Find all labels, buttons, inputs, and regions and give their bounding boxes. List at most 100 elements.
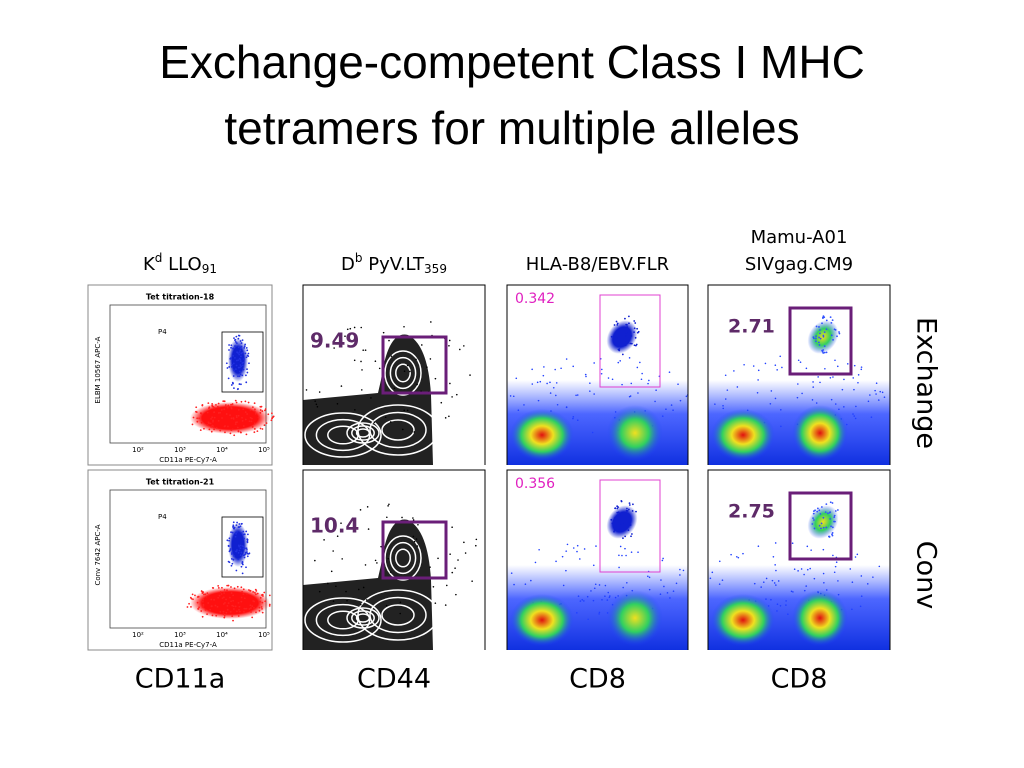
event-dot <box>227 545 230 547</box>
event-dot <box>241 416 243 419</box>
event-dot <box>572 415 575 418</box>
event-dot <box>210 605 213 608</box>
event-dot <box>219 429 222 432</box>
event-dot <box>240 596 243 599</box>
event-dot <box>616 505 619 508</box>
event-dot <box>874 389 876 392</box>
event-dot <box>201 404 204 407</box>
contour <box>381 419 415 441</box>
header-sub: 359 <box>424 262 447 276</box>
event-dot <box>648 588 651 591</box>
event-dot <box>637 330 640 333</box>
event-dot <box>239 373 242 376</box>
event-dot <box>230 403 232 406</box>
row-label: Conv <box>911 541 942 609</box>
event-dot <box>628 333 631 336</box>
event-dot <box>228 550 231 553</box>
event-dot <box>207 422 210 425</box>
contour <box>346 607 380 629</box>
event-dot <box>833 516 836 519</box>
event-dot <box>760 586 762 588</box>
event-dot <box>253 606 255 609</box>
event-dot <box>333 347 335 349</box>
event-dot <box>238 526 241 529</box>
x-tick-label: 10³ <box>174 631 186 639</box>
event-dot <box>781 366 783 369</box>
event-dot <box>812 510 815 513</box>
event-dot <box>237 366 240 369</box>
event-dot <box>232 369 235 372</box>
event-dot <box>353 326 356 329</box>
event-dot <box>429 566 431 568</box>
event-dot <box>530 579 532 582</box>
event-dot <box>225 598 227 601</box>
event-dot <box>374 559 377 562</box>
event-dot <box>210 430 213 433</box>
event-dot <box>203 593 205 596</box>
gate-value: 2.75 <box>728 501 775 523</box>
event-dot <box>515 377 518 380</box>
title-line: tetramers for multiple alleles <box>224 102 799 154</box>
event-dot <box>585 375 587 378</box>
event-dot <box>822 548 825 551</box>
event-dot <box>867 400 870 403</box>
event-dot <box>353 359 356 362</box>
event-dot <box>227 560 230 563</box>
event-dot <box>373 421 376 424</box>
event-dot <box>641 372 643 375</box>
event-dot <box>238 357 241 360</box>
event-dot <box>611 522 614 525</box>
event-dot <box>260 606 263 608</box>
event-dot <box>589 390 591 392</box>
event-dot <box>818 336 820 339</box>
event-dot <box>811 523 814 525</box>
event-dot <box>773 582 776 584</box>
event-dot <box>250 420 253 423</box>
event-dot <box>221 597 224 600</box>
event-dot <box>812 381 814 383</box>
x-axis-label: CD44 <box>357 664 431 695</box>
event-dot <box>241 374 244 377</box>
contour-fill <box>303 519 433 650</box>
event-dot <box>856 553 859 556</box>
event-dot <box>412 535 415 538</box>
population <box>606 320 638 354</box>
event-dot <box>250 611 252 613</box>
contour <box>315 418 371 452</box>
event-dot <box>818 524 821 527</box>
event-dot <box>235 416 238 419</box>
event-dot <box>332 600 335 602</box>
event-dot <box>224 431 226 434</box>
event-dot <box>785 600 787 602</box>
event-dot <box>828 511 831 514</box>
event-dot <box>235 550 238 553</box>
event-dot <box>806 545 809 548</box>
population <box>228 523 248 567</box>
event-dot <box>200 421 203 424</box>
event-dot <box>648 379 650 382</box>
event-dot <box>579 600 582 602</box>
event-dot <box>825 351 828 354</box>
event-dot <box>770 598 772 601</box>
event-dot <box>259 411 262 414</box>
event-dot <box>853 415 856 417</box>
event-dot <box>611 378 614 381</box>
event-dot <box>234 368 237 371</box>
event-dot <box>805 585 808 587</box>
event-dot <box>825 526 828 529</box>
event-dot <box>412 517 414 519</box>
event-dot <box>199 429 202 432</box>
event-dot <box>726 389 729 391</box>
event-dot <box>822 526 825 529</box>
event-dot <box>246 371 249 374</box>
event-dot <box>230 407 233 410</box>
event-dot <box>679 399 682 402</box>
event-dot <box>743 363 745 366</box>
event-dot <box>616 335 619 338</box>
event-dot <box>860 368 863 371</box>
event-dot <box>215 614 218 617</box>
event-dot <box>233 587 236 590</box>
event-dot <box>231 562 234 565</box>
panel-border <box>302 284 486 465</box>
event-dot <box>825 589 828 591</box>
